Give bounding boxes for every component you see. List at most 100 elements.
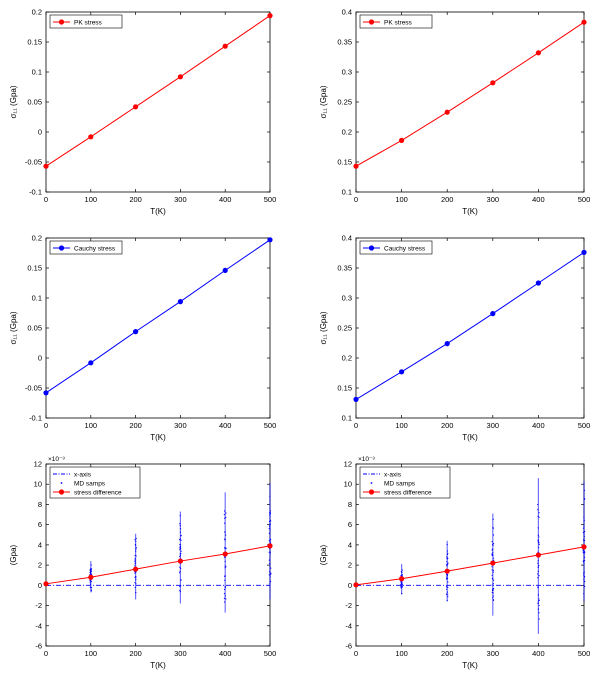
plot-area [45,11,271,193]
x-tick-label: 400 [532,421,545,430]
md-sample-point [179,531,181,533]
md-sample-point [537,600,540,602]
x-tick-label: 200 [441,195,454,204]
md-sample-point [134,581,136,584]
md-sample-point [537,608,540,610]
md-sample-point [538,546,540,549]
y-tick-label: 10 [344,480,352,489]
legend-box [359,466,451,499]
x-tick-label: 100 [395,421,408,430]
md-sample-point [446,599,448,601]
data-point [133,566,139,572]
md-sample-point [269,571,271,573]
md-sample-point [537,509,539,511]
data-point [267,13,273,19]
legend-label: Cauchy stress [384,246,426,253]
md-sample-point [179,585,181,587]
md-sample-point [135,583,137,585]
md-sample-point [90,570,92,572]
y-tick-label: 0.2 [342,128,352,137]
md-sample-point [180,567,182,570]
md-sample-point [89,583,92,585]
y-tick-label: -0.1 [29,188,42,197]
md-sample-point [537,573,539,575]
data-point [353,163,359,169]
legend: Cauchy stress [359,240,433,255]
md-sample-point [134,562,136,564]
data-point [133,104,139,110]
legend-label: x-axis [74,472,92,479]
data-point [267,237,273,243]
md-sample-point [270,567,272,569]
chart-panel-1: 0 100 200 300 400 500 -0.1 -0.05 0 0.05 0.1 0.15 0.2… [9,8,276,217]
x-tick-label: 100 [395,649,408,658]
md-sample-point [225,534,227,536]
chart-panel-2: 0 100 200 300 400 500 0.1 0.15 0.2 0.25 0.3 0.35 0.4… [319,8,590,217]
md-sample-point [492,592,494,594]
md-sample-point [224,567,226,569]
data-point [43,390,49,396]
y-tick-label: 0.25 [337,98,352,107]
y-tick-label: 0.15 [337,384,352,393]
y-tick-label: 0.15 [27,264,42,273]
legend: Cauchy stress [49,240,123,255]
y-tick-label: 0.4 [342,8,352,17]
legend: x-axis MD samps stress difference [49,466,141,499]
md-sample-point [180,550,182,552]
y-tick-label: 0.3 [342,68,352,77]
y-tick-label: 4 [348,540,352,549]
md-sample-point [583,516,585,518]
y-tick-label: -2 [345,601,352,610]
md-sample-point [537,602,539,604]
md-sample-point [583,571,585,573]
md-sample-point [492,544,494,547]
md-sample-point [268,574,270,576]
data-point [581,19,587,25]
md-sample-point [134,560,136,562]
legend-box [49,14,123,29]
md-sample-point [268,528,270,530]
data-point [222,267,228,273]
y-tick-label: 0.4 [342,234,352,243]
md-sample-point [224,585,226,588]
md-sample-point [269,495,271,497]
y-axis-label: (Gpa) [9,544,18,565]
md-sample-point [446,574,448,576]
md-sample-point [537,539,540,541]
md-sample-point [492,583,494,585]
md-sample-point [492,579,495,581]
md-sample-point [400,571,402,573]
md-sample-point [269,541,271,543]
md-sample-point [445,593,448,595]
md-sample-point [224,517,226,519]
md-sample-point [180,547,182,549]
md-sample-point [135,578,137,581]
md-sample-point [492,527,494,529]
md-sample-point [134,539,136,541]
legend-box [49,466,141,499]
y-tick-label: -0.1 [29,414,42,423]
md-sample-point [225,598,227,600]
x-tick-label: 300 [487,649,500,658]
md-sample-point [179,538,181,540]
data-point [177,299,183,305]
md-sample-point [583,520,585,522]
md-sample-point [180,539,182,541]
x-tick-label: 100 [395,195,408,204]
md-sample-point [268,551,270,553]
legend: PK stress [49,14,123,29]
md-sample-point [179,515,181,517]
md-sample-point [89,586,91,588]
y-scale-label: ×10⁻³ [358,456,375,463]
x-tick-label: 500 [264,195,277,204]
y-tick-label: 0.1 [32,68,42,77]
y-tick-label: 0.1 [342,414,352,423]
md-sample-point [538,598,540,600]
md-sample-point [179,570,181,572]
legend-box [359,240,433,255]
md-sample-point [269,528,271,530]
md-sample-point [584,585,586,588]
x-tick-label: 400 [219,649,232,658]
y-tick-label: 8 [38,500,42,509]
md-sample-point [135,548,137,550]
